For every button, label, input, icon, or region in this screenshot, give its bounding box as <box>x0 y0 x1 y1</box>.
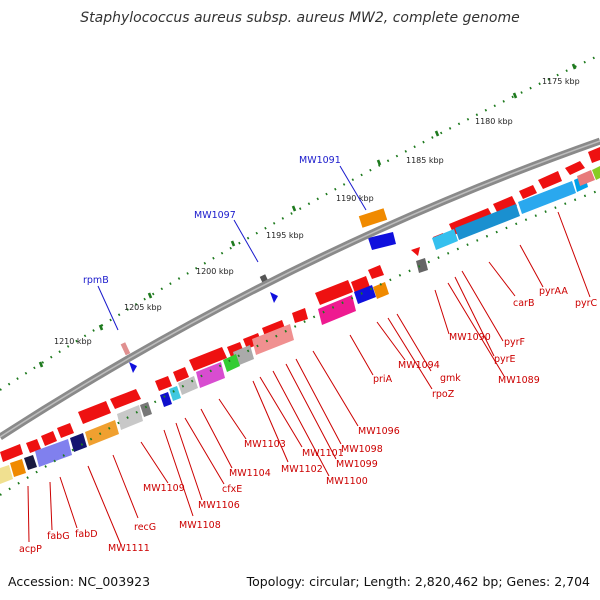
label-mw1099: MW1099 <box>336 459 378 470</box>
label-mw1104: MW1104 <box>229 468 271 479</box>
label-pyrc: pyrC <box>575 298 598 309</box>
label-carb: carB <box>513 298 534 309</box>
label-mw1100: MW1100 <box>326 476 368 487</box>
label-mw1098: MW1098 <box>341 444 383 455</box>
label-mw1090: MW1090 <box>449 332 491 343</box>
label-mw1109: MW1109 <box>143 483 185 494</box>
gene-leader-lines <box>27 211 591 546</box>
label-rpmb: rpmB <box>83 275 109 286</box>
kbp-label-1175: 1175 kbp <box>542 77 580 86</box>
label-mw1106: MW1106 <box>198 500 240 511</box>
label-mw1096: MW1096 <box>358 426 400 437</box>
outer-dotted-track <box>0 54 600 391</box>
genome-title: Staphylococcus aureus subsp. aureus MW2,… <box>80 10 520 26</box>
label-mw1097: MW1097 <box>194 210 236 221</box>
kbp-label-1200: 1200 kbp <box>196 267 234 276</box>
label-pyre: pyrE <box>494 354 516 365</box>
kbp-label-1180: 1180 kbp <box>475 117 513 126</box>
major-ticks <box>38 63 577 368</box>
label-mw1101: MW1101 <box>302 448 344 459</box>
forward-genes <box>0 147 600 462</box>
kbp-label-1185: 1185 kbp <box>406 156 444 165</box>
label-mw1091: MW1091 <box>299 155 341 166</box>
genome-backbone-highlight <box>0 140 600 438</box>
label-cfxe: cfxE <box>222 484 242 495</box>
label-mw1111: MW1111 <box>108 543 150 554</box>
label-pyrf: pyrF <box>504 337 525 348</box>
label-mw1089: MW1089 <box>498 375 540 386</box>
rpmb-marker <box>97 285 137 373</box>
label-gmk: gmk <box>440 373 461 384</box>
label-mw1108: MW1108 <box>179 520 221 531</box>
label-mw1102: MW1102 <box>281 464 323 475</box>
kbp-label-1190: 1190 kbp <box>336 194 374 203</box>
label-mw1103: MW1103 <box>244 439 286 450</box>
label-pria: priA <box>373 374 393 385</box>
label-fabg: fabG <box>47 531 70 542</box>
genome-summary-text: Topology: circular; Length: 2,820,462 bp… <box>246 574 590 589</box>
label-pyraa: pyrAA <box>539 286 568 297</box>
kbp-label-1195: 1195 kbp <box>266 231 304 240</box>
accession-text: Accession: NC_003923 <box>8 574 151 589</box>
mw1091-marker <box>339 165 396 250</box>
label-acpp: acpP <box>19 544 42 555</box>
label-rpoz: rpoZ <box>432 389 455 400</box>
label-fabd: fabD <box>75 529 98 540</box>
label-recg: recG <box>134 522 156 533</box>
kbp-label-1205: 1205 kbp <box>124 303 162 312</box>
cog-boxes <box>0 166 600 484</box>
label-mw1094: MW1094 <box>398 360 440 371</box>
kbp-label-1210: 1210 kbp <box>54 337 92 346</box>
